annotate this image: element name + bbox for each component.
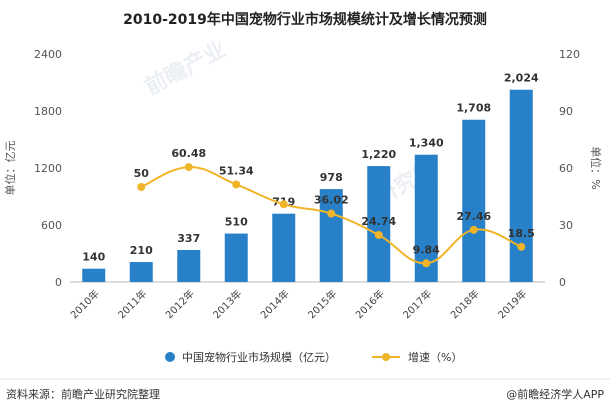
growth-point [374,230,383,239]
y-axis-right-label: 单位：% [589,146,603,189]
x-tick-label: 2013年 [210,287,244,321]
bar [509,89,533,282]
x-tick-label: 2016年 [353,287,387,321]
bar-value-label: 2,024 [504,72,539,85]
growth-value-label: 27.46 [456,210,491,223]
bar-value-label: 1,220 [361,148,396,161]
bar-value-label: 1,708 [456,102,491,115]
growth-point [137,183,146,191]
y-left-tick-label: 1800 [34,105,62,118]
growth-value-label: 18.5 [508,227,535,240]
growth-point [422,259,431,268]
y-axis-left-label: 单位：亿元 [3,141,17,196]
growth-point [469,225,478,234]
brand-note: @前瞻经济学人APP [506,387,604,401]
y-right-tick-label: 90 [559,105,573,118]
growth-point [279,200,288,209]
legend: 中国宠物行业市场规模（亿元） 增速（%） [165,350,462,364]
growth-value-label: 60.48 [171,147,206,160]
chart-title: 2010-2019年中国宠物行业市场规模统计及增长情况预测 [123,11,487,28]
bar-value-label: 978 [320,171,343,184]
x-tick-label: 2012年 [163,287,197,321]
x-tick-label: 2010年 [68,287,102,321]
legend-line-dot [382,353,390,361]
y-right-tick-label: 30 [559,219,573,232]
bar [462,119,486,283]
bar [82,268,106,282]
legend-bar-label: 中国宠物行业市场规模（亿元） [182,350,336,364]
growth-point [517,242,526,251]
growth-value-label: 50 [134,167,150,180]
x-tick-label: 2011年 [115,287,149,321]
y-left-tick-label: 0 [55,276,62,289]
y-left-tick-label: 2400 [34,48,62,61]
growth-value-label: 9.84 [413,243,440,256]
source-note: 资料来源：前瞻产业研究院整理 [6,387,160,401]
bar [414,154,438,282]
bar-value-label: 510 [225,216,248,229]
bar-value-label: 1,340 [409,137,444,150]
legend-line-label: 增速（%） [408,350,462,364]
growth-value-label: 24.74 [361,215,396,228]
growth-value-label: 51.34 [219,164,254,177]
bar-value-label: 140 [82,251,105,264]
bar-value-label: 210 [130,244,153,257]
growth-value-label: 36.02 [314,194,349,207]
legend-bar-marker [165,352,175,362]
bar [367,166,391,282]
watermark-text: 前瞻产业 [141,36,231,100]
x-tick-label: 2014年 [258,287,292,321]
x-tick-label: 2017年 [400,287,434,321]
y-right-tick-label: 0 [559,276,566,289]
bar [177,249,201,282]
bar [224,233,248,282]
y-right-tick-label: 60 [559,162,573,175]
y-left-tick-label: 600 [41,219,62,232]
x-tick-label: 2018年 [448,287,482,321]
y-right-tick-label: 120 [559,48,580,61]
growth-point [184,163,193,172]
x-tick-label: 2019年 [495,287,529,321]
bar-value-label: 337 [177,232,200,245]
bar [129,262,153,282]
x-tick-label: 2015年 [305,287,339,321]
y-left-tick-label: 1200 [34,162,62,175]
growth-point [327,209,336,218]
bar [272,213,296,282]
growth-point [232,180,241,189]
